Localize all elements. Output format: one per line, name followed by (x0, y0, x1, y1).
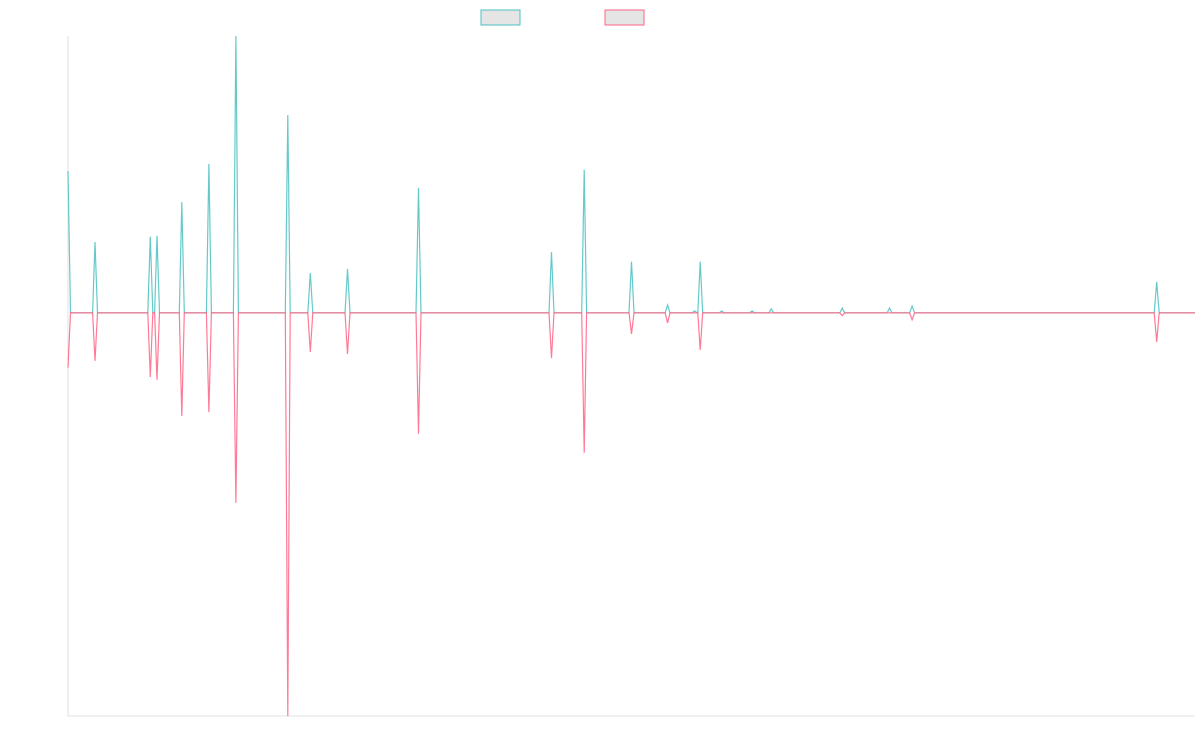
legend-swatch-1[interactable] (604, 9, 645, 26)
series-line-1 (67, 312, 1195, 717)
legend-swatch-0[interactable] (480, 9, 521, 26)
series-layer (67, 35, 1195, 717)
legend (480, 9, 645, 26)
series-line-0 (67, 35, 1195, 314)
